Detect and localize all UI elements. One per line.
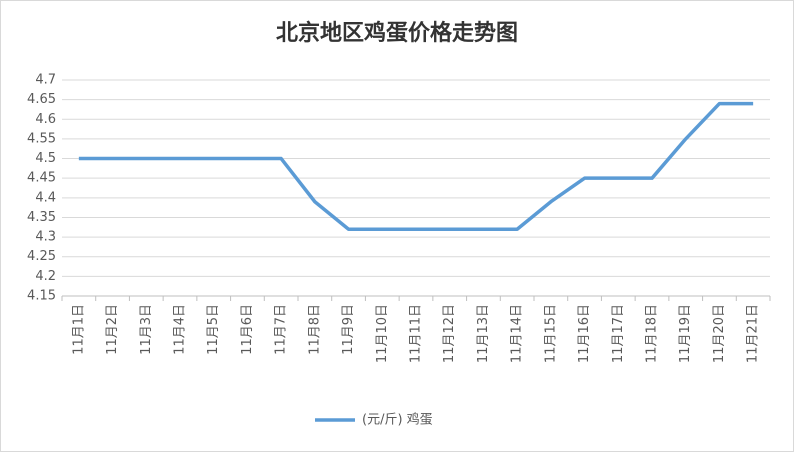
y-tick-label: 4.65 [27, 92, 56, 107]
x-tick-label: 11月5日 [206, 304, 221, 355]
y-tick-label: 4.2 [35, 269, 56, 284]
y-tick-label: 4.35 [27, 210, 56, 225]
y-tick-label: 4.45 [27, 171, 56, 186]
x-tick-label: 11月17日 [611, 304, 626, 363]
x-tick-label: 11月21日 [746, 304, 761, 363]
x-tick-label: 11月11日 [409, 304, 424, 363]
x-tick-label: 11月16日 [577, 304, 592, 363]
y-tick-label: 4.3 [35, 230, 56, 245]
x-tick-label: 11月4日 [173, 304, 188, 355]
x-tick-label: 11月18日 [645, 304, 660, 363]
x-tick-label: 11月7日 [274, 304, 289, 355]
x-tick-label: 11月2日 [105, 304, 120, 355]
x-tick-label: 11月20日 [712, 304, 727, 363]
line [78, 101, 754, 231]
y-tick-label: 4.4 [35, 190, 56, 205]
y-tick-label: 4.15 [27, 289, 56, 304]
x-tick-label: 11月12日 [442, 304, 457, 363]
x-tick-label: 11月8日 [307, 304, 322, 355]
x-tick-label: 11月19日 [678, 304, 693, 363]
x-tick-label: 11月15日 [543, 304, 558, 363]
x-tick-label: 11月9日 [341, 304, 356, 355]
legend-label: (元/斤) 鸡蛋 [362, 412, 433, 428]
x-tick-label: 11月10日 [375, 304, 390, 363]
y-tick-label: 4.5 [35, 151, 56, 166]
x-tick-label: 11月6日 [240, 304, 255, 355]
x-tick-label: 11月13日 [476, 304, 491, 363]
y-tick-label: 4.7 [35, 73, 56, 88]
y-tick-label: 4.55 [27, 131, 56, 146]
chart-title: 北京地区鸡蛋价格走势图 [276, 20, 518, 46]
x-tick-label: 11月1日 [71, 304, 86, 355]
y-tick-label: 4.6 [35, 112, 56, 127]
y-tick-label: 4.25 [27, 249, 56, 264]
x-tick-label: 11月3日 [139, 304, 154, 355]
x-tick-label: 11月14日 [510, 304, 525, 363]
